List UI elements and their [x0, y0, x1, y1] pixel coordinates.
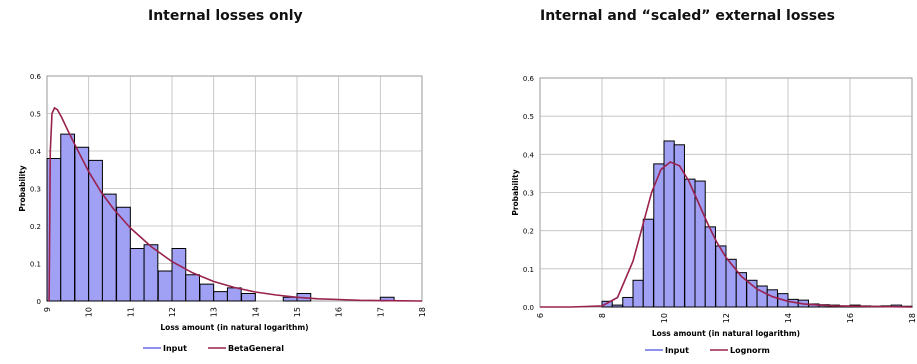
x-tick-label: 6: [536, 313, 545, 318]
y-tick-label: 0: [37, 298, 41, 306]
histogram-bar: [704, 226, 716, 308]
x-axis-label: Loss amount (in natural logarithm): [160, 323, 308, 332]
histogram-bar: [632, 279, 644, 308]
legend-label: Lognorm: [730, 346, 770, 355]
y-tick-label: 0.3: [523, 190, 534, 198]
histogram-bar: [673, 144, 685, 308]
histogram-bar: [129, 248, 145, 302]
y-axis-label: Probability: [18, 165, 27, 211]
histogram-bar: [226, 287, 242, 302]
y-tick-label: 0.6: [30, 73, 42, 81]
histogram-bar: [199, 283, 215, 302]
histogram-bar: [171, 248, 187, 302]
x-tick-label: 11: [126, 307, 135, 317]
x-tick-label: 16: [335, 307, 344, 317]
x-tick-label: 12: [722, 313, 731, 323]
fit-curve-line: [48, 106, 423, 302]
histogram-bar: [60, 133, 75, 302]
histogram-bar: [213, 291, 228, 302]
y-tick-label: 0.6: [523, 75, 535, 83]
y-tick-label: 0.1: [523, 266, 534, 274]
chart-title-left: Internal losses only: [148, 8, 303, 24]
x-tick-label: 18: [418, 307, 427, 317]
histogram-bar: [241, 293, 256, 302]
histogram-bar: [157, 270, 173, 302]
histogram-bar: [611, 304, 623, 308]
y-tick-label: 0.3: [30, 186, 41, 194]
x-axis-label: Loss amount (in natural logarithm): [652, 329, 800, 338]
y-tick-label: 0.2: [30, 223, 41, 231]
histogram-bar: [143, 244, 159, 302]
fit-curve-line: [540, 161, 913, 308]
x-tick-label: 10: [85, 307, 94, 317]
x-tick-label: 15: [293, 307, 302, 317]
x-tick-label: 13: [210, 307, 219, 317]
histogram-bar: [185, 274, 200, 302]
legend-label: BetaGeneral: [228, 344, 284, 353]
x-tick-label: 14: [251, 307, 260, 317]
y-tick-label: 0.5: [30, 111, 41, 119]
legend-label: Input: [665, 346, 689, 355]
histogram-bar: [622, 296, 634, 308]
y-tick-label: 0.4: [30, 148, 42, 156]
x-tick-label: 14: [784, 313, 793, 323]
x-tick-label: 8: [598, 313, 607, 318]
x-tick-label: 10: [660, 313, 669, 323]
y-tick-label: 0.2: [523, 228, 534, 236]
histogram-bar: [74, 146, 90, 302]
x-tick-label: 17: [376, 307, 385, 317]
x-tick-label: 9: [43, 307, 52, 312]
y-tick-label: 0.0: [523, 304, 534, 312]
legend-label: Input: [163, 344, 187, 353]
y-axis-label: Probability: [511, 169, 520, 215]
x-tick-label: 18: [908, 313, 917, 323]
y-tick-label: 0.5: [523, 113, 534, 121]
y-tick-label: 0.4: [523, 151, 535, 159]
x-tick-label: 12: [168, 307, 177, 317]
chart-title-right: Internal and “scaled” external losses: [540, 8, 835, 24]
histogram-bar: [642, 218, 654, 308]
histogram-bar: [735, 272, 747, 308]
histogram-bar: [725, 258, 737, 308]
histogram-bar: [684, 178, 696, 308]
histogram-bar: [601, 300, 613, 308]
x-tick-label: 16: [846, 313, 855, 323]
y-tick-label: 0.1: [30, 261, 41, 269]
